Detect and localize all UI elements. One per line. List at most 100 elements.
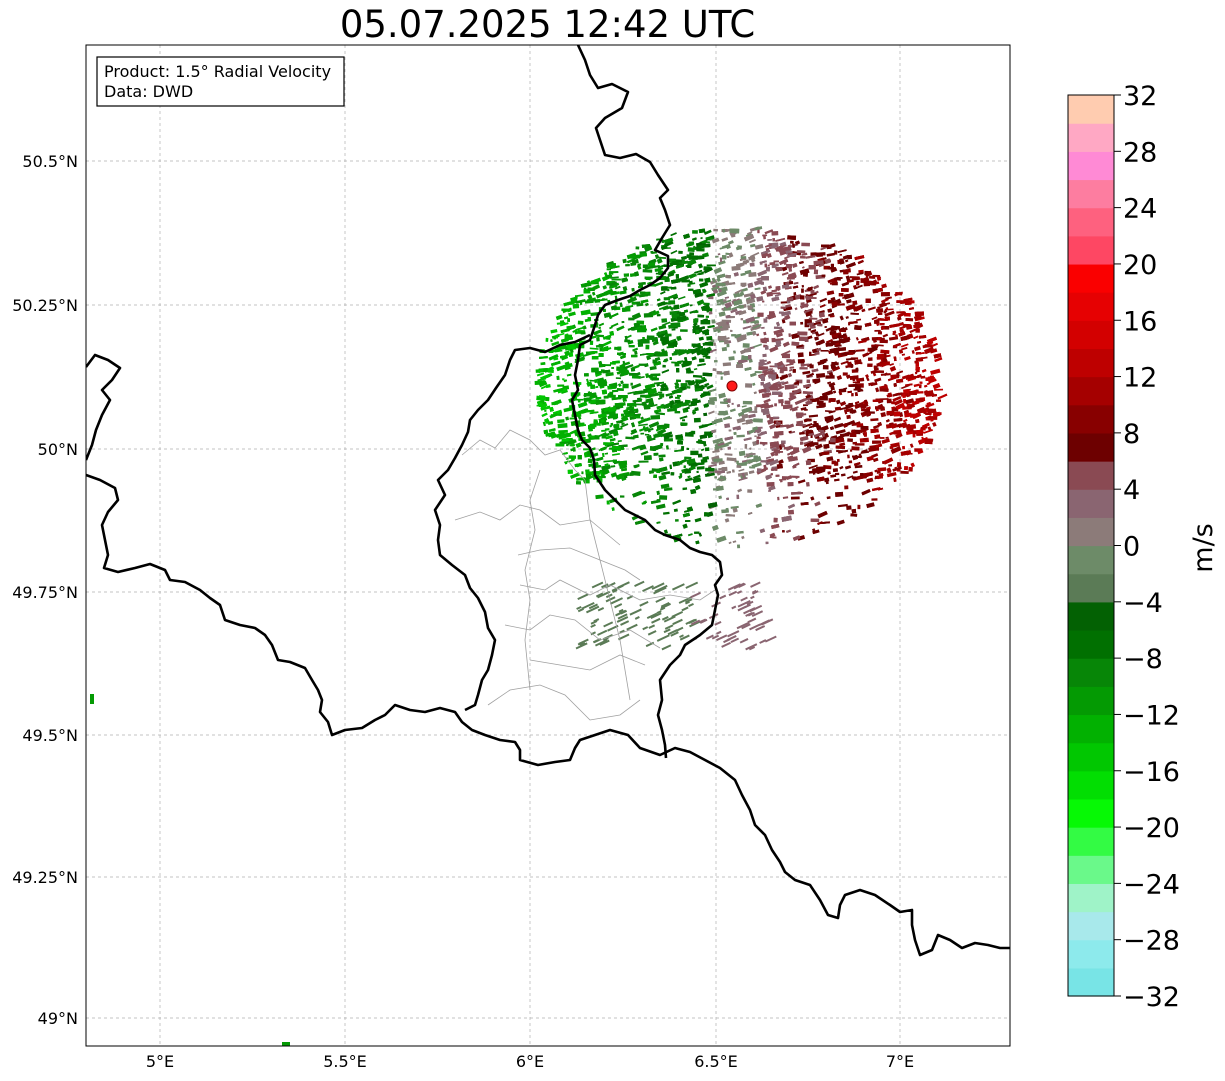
echo-pixel — [708, 410, 715, 415]
echo-pixel — [913, 314, 923, 321]
echo-pixel — [745, 316, 756, 324]
echo-pixel — [683, 465, 686, 469]
echo-pixel — [572, 329, 577, 333]
echo-pixel — [601, 464, 611, 471]
lat-tick-label: 49.25°N — [12, 868, 78, 887]
echo-pixel — [728, 252, 734, 258]
echo-pixel — [699, 358, 705, 363]
echo-pixel — [886, 394, 891, 398]
echo-pixel — [837, 303, 845, 306]
echo-pixel — [856, 318, 862, 321]
echo-pixel — [844, 465, 852, 470]
echo-pixel — [745, 419, 753, 425]
echo-pixel — [693, 323, 697, 327]
echo-pixel — [718, 335, 727, 341]
echo-pixel — [845, 420, 856, 427]
echo-pixel — [594, 379, 598, 383]
echo-pixel — [870, 369, 877, 374]
echo-pixel — [874, 469, 878, 473]
echo-pixel — [677, 311, 682, 315]
echo-pixel — [737, 488, 743, 493]
echo-pixel — [560, 337, 569, 343]
echo-pixel — [665, 392, 673, 397]
echo-pixel — [578, 408, 588, 415]
echo-pixel — [844, 485, 849, 490]
echo-pixel — [590, 435, 596, 439]
echo-pixel — [752, 382, 756, 386]
echo-pixel — [607, 443, 616, 448]
colorbar-swatch — [1068, 489, 1114, 518]
echo-pixel — [612, 449, 617, 453]
echo-pixel — [764, 635, 777, 643]
echo-pixel — [595, 372, 602, 377]
echo-pixel — [642, 426, 646, 430]
echo-pixel — [848, 384, 858, 387]
echo-pixel — [781, 310, 791, 317]
echo-pixel — [770, 386, 779, 391]
echo-pixel — [855, 367, 859, 372]
echo-pixel — [583, 392, 594, 397]
echo-pixel — [708, 463, 718, 468]
echo-pixel — [642, 585, 654, 593]
echo-pixel — [639, 252, 648, 257]
echo-pixel — [653, 437, 656, 441]
colorbar-swatch — [1068, 292, 1114, 321]
echo-pixel — [701, 328, 709, 335]
echo-pixel — [769, 370, 774, 376]
echo-pixel — [581, 356, 586, 360]
echo-pixel — [866, 270, 873, 276]
echo-pixel — [592, 284, 600, 291]
echo-pixel — [682, 512, 691, 518]
echo-pixel — [844, 294, 850, 299]
colorbar-swatch — [1068, 883, 1114, 913]
echo-pixel — [877, 306, 881, 309]
echo-pixel — [849, 432, 857, 438]
echo-pixel — [900, 335, 910, 341]
echo-pixel — [785, 423, 795, 430]
echo-pixel — [679, 634, 690, 641]
echo-pixel — [768, 374, 777, 379]
echo-pixel — [653, 586, 667, 595]
echo-pixel — [601, 468, 610, 476]
echo-pixel — [686, 458, 696, 465]
echo-pixel — [802, 370, 811, 375]
echo-pixel — [831, 332, 842, 340]
echo-pixel — [721, 245, 728, 248]
echo-pixel — [793, 292, 797, 296]
echo-pixel — [729, 357, 734, 360]
echo-pixel — [684, 309, 689, 313]
echo-pixel — [828, 410, 836, 414]
echo-pixel — [865, 298, 871, 303]
echo-pixel — [587, 391, 591, 394]
echo-pixel — [930, 418, 934, 422]
echo-pixel — [869, 276, 876, 279]
echo-pixel — [617, 346, 622, 351]
echo-pixel — [697, 453, 703, 458]
echo-pixel — [841, 431, 851, 438]
echo-pixel — [880, 291, 890, 297]
echo-pixel — [655, 426, 664, 432]
echo-pixel — [842, 333, 847, 337]
echo-pixel — [844, 410, 848, 415]
echo-pixel — [611, 312, 619, 318]
echo-pixel — [787, 482, 794, 487]
echo-pixel — [767, 239, 772, 241]
echo-pixel — [711, 319, 716, 324]
echo-pixel — [748, 512, 753, 515]
echo-pixel — [674, 396, 680, 400]
echo-pixel — [594, 299, 601, 303]
echo-pixel — [614, 346, 618, 351]
echo-pixel — [630, 428, 637, 434]
echo-pixel — [852, 441, 857, 445]
echo-pixel — [583, 448, 590, 451]
echo-pixel — [595, 592, 604, 598]
echo-pixel — [714, 468, 718, 471]
echo-pixel — [642, 269, 653, 273]
echo-pixel — [679, 401, 689, 407]
echo-pixel — [733, 299, 743, 306]
echo-pixel — [776, 463, 783, 469]
echo-pixel — [930, 375, 934, 378]
echo-pixel — [838, 338, 843, 341]
echo-pixel — [569, 348, 574, 354]
